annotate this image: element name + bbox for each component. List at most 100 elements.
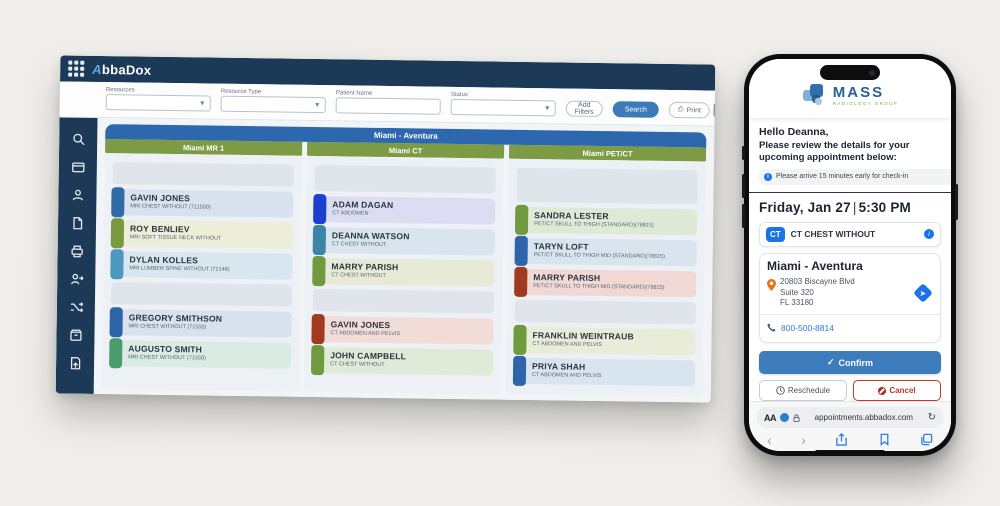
card-accent-tab [312, 255, 326, 287]
modality-badge: CT [766, 226, 785, 242]
schedule-icon[interactable] [71, 160, 85, 174]
exam-name: CT CHEST WITHOUT [790, 229, 876, 240]
phone-mockup: MASS RADIOLOGY GROUP Hello Deanna, Pleas… [742, 54, 958, 456]
logo-title: MASS [832, 83, 885, 101]
add-filters-button[interactable]: Add Filters [565, 100, 603, 118]
share-icon[interactable] [835, 433, 848, 446]
printer-icon: ⎙ [677, 106, 684, 114]
cancel-button[interactable]: Cancel [853, 380, 941, 402]
report-icon[interactable] [68, 356, 82, 370]
appointment-card[interactable]: FRANKLIN WEINTRAUB CT ABDOMEN AND PELVIS [513, 324, 696, 356]
empty-slot[interactable] [516, 167, 698, 205]
procedure-name: PET/CT SKULL TO THIGH (STANDARD)(78815) [534, 221, 654, 229]
procedure-name: CT ABDOMEN AND PELVIS [330, 330, 401, 338]
greeting-text: Hello Deanna, [759, 126, 829, 138]
resource-column-body: GAVIN JONES MRI CHEST WITHOUT (711500) ROY… [101, 153, 303, 392]
appointment-card[interactable]: ADAM DAGAN CT ABDOMEN [313, 193, 496, 225]
referral-icon[interactable] [69, 272, 83, 286]
location-pin-icon [767, 278, 776, 309]
procedure-name: CT ABDOMEN AND PELVIS [532, 341, 602, 349]
patient-icon[interactable] [70, 188, 84, 202]
procedure-name: CT ABDOMEN AND PELVIS [531, 372, 602, 380]
app-sidebar [55, 117, 98, 394]
filter-field-input[interactable] [335, 97, 441, 115]
reader-button[interactable]: AA [764, 412, 777, 423]
divider [760, 314, 940, 316]
procedure-name: CT ABDOMEN [332, 210, 369, 217]
empty-slot[interactable] [110, 282, 293, 307]
directions-icon[interactable]: ➤ [913, 283, 933, 303]
appointment-card[interactable]: GREGORY SMITHSON MRI CHEST WITHOUT (71550… [109, 307, 292, 338]
empty-slot[interactable] [314, 165, 496, 194]
filter-field-select[interactable]: ▼ [105, 94, 211, 112]
appointment-card[interactable]: MARRY PARISH CT CHEST WITHOUT [312, 255, 495, 287]
appointment-card[interactable]: MARRY PARISH PET/CT SKULL TO THIGH MID (S… [514, 266, 697, 298]
resource-column: Miami MR 1 GAVIN JONES MRI CHEST WITHOUT (… [101, 139, 303, 392]
procedure-name: CT CHEST WITHOUT [331, 241, 387, 249]
filter-field-select[interactable]: ▼ [220, 95, 326, 114]
card-accent-tab [514, 204, 529, 235]
exam-info-icon[interactable]: i [924, 229, 934, 240]
archive-icon[interactable] [68, 328, 82, 342]
phone-volume-up [742, 174, 745, 198]
card-accent-tab [514, 266, 528, 297]
phone-mute-switch [742, 146, 745, 160]
card-accent-tab [111, 187, 125, 218]
appointment-datetime: Friday, Jan 27 | 5:30 PM [759, 199, 911, 215]
document-icon[interactable] [70, 216, 84, 230]
phone-screen: MASS RADIOLOGY GROUP Hello Deanna, Pleas… [749, 59, 951, 451]
confirm-button[interactable]: ✓ Confirm [759, 351, 941, 375]
print-button[interactable]: ⎙ Print [668, 101, 711, 119]
fax-icon[interactable] [70, 244, 84, 258]
message-text: Please review the details for your upcom… [759, 140, 910, 163]
url-text: appointments.abbadox.com [814, 413, 913, 423]
reload-icon[interactable]: ↻ [927, 412, 936, 424]
empty-slot[interactable] [112, 162, 294, 187]
search-icon[interactable] [71, 132, 85, 146]
clock-icon [776, 386, 785, 395]
card-accent-tab [109, 338, 123, 369]
card-accent-tab [513, 324, 527, 355]
tabs-icon[interactable] [920, 433, 933, 446]
phone-link[interactable]: 800-500-8814 [767, 315, 933, 337]
app-grid-icon[interactable] [68, 60, 85, 77]
view-toggle-button[interactable]: ▦ [713, 102, 716, 118]
appointment-card[interactable]: SANDRA LESTER PET/CT SKULL TO THIGH (STAN… [514, 204, 698, 236]
check-icon: ✓ [826, 357, 835, 368]
appointment-card[interactable]: TARYN LOFT PET/CT SKULL TO THIGH MID (STA… [514, 235, 697, 267]
filter-field: Status ▼ [450, 92, 556, 117]
card-accent-tab [110, 218, 125, 249]
mass-logo: MASS RADIOLOGY GROUP [802, 83, 898, 107]
appointment-card[interactable]: AUGUSTO SMITH MRI CHEST WITHOUT (71550) [109, 338, 292, 369]
appointment-card[interactable]: JOHN CAMPBELL CT CHEST WITHOUT [310, 344, 494, 376]
filter-field-select[interactable]: ▼ [450, 98, 556, 117]
reschedule-button[interactable]: Reschedule [759, 380, 847, 402]
site-privacy-icon [780, 413, 789, 423]
procedure-name: MRI LUMBER SPINE WITHOUT (72148) [129, 265, 230, 273]
resource-column-body: SANDRA LESTER PET/CT SKULL TO THIGH (STAN… [505, 158, 706, 398]
appointment-card[interactable]: DEANNA WATSON CT CHEST WITHOUT [312, 224, 496, 256]
appointment-card[interactable]: ROY BENLIEV MRI SOFT TISSUE NECK WITHOUT [110, 218, 294, 249]
empty-slot[interactable] [312, 288, 495, 314]
appointment-card[interactable]: GAVIN JONES MRI CHEST WITHOUT (711500) [111, 187, 294, 218]
bookmarks-icon[interactable] [878, 433, 891, 447]
chevron-down-icon: ▼ [313, 101, 321, 109]
app-logo: AbbaDox [92, 61, 152, 78]
filter-field: Patient Name [335, 90, 441, 115]
empty-slot[interactable] [514, 299, 697, 325]
card-accent-tab [311, 313, 325, 345]
appointment-card[interactable]: GAVIN JONES CT ABDOMEN AND PELVIS [311, 313, 494, 345]
forward-button[interactable]: › [801, 431, 806, 448]
shuffle-icon[interactable] [69, 300, 83, 314]
phone-power-button [955, 184, 958, 220]
location-name: Miami - Aventura [767, 258, 863, 273]
home-indicator[interactable] [815, 450, 885, 451]
card-accent-tab [514, 235, 528, 266]
exam-row: CT CT CHEST WITHOUT i [759, 221, 941, 247]
appointment-card[interactable]: PRIYA SHAH CT ABDOMEN AND PELVIS [512, 355, 696, 387]
search-button[interactable]: Search [612, 101, 660, 118]
appointment-card[interactable]: DYLAN KOLLES MRI LUMBER SPINE WITHOUT (72… [110, 249, 293, 280]
schedule-board: Miami - Aventura Miami MR 1 GAVIN JONES MR… [94, 118, 715, 403]
back-button[interactable]: ‹ [767, 431, 772, 448]
url-bar[interactable]: AA appointments.abbadox.com ↻ [757, 407, 943, 429]
